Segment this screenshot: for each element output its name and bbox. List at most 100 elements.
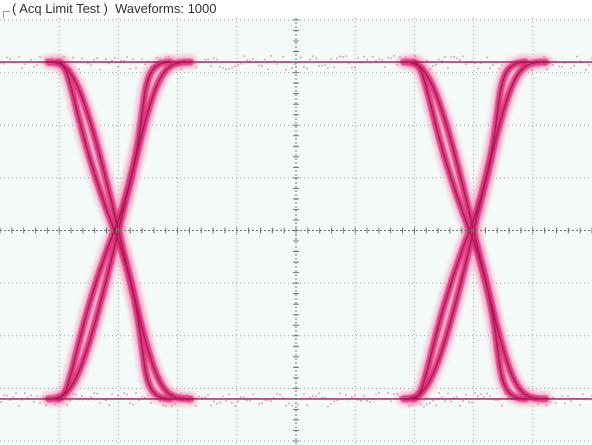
trace-noise-dot (384, 398, 386, 400)
trace-noise-dot (312, 395, 314, 397)
trace-noise-dot (105, 399, 107, 402)
trace-noise-dot (405, 56, 407, 59)
trace-noise-dot (444, 400, 446, 403)
trace-noise-dot (225, 400, 227, 402)
trace-noise-dot (159, 58, 161, 60)
trace-noise-dot (132, 58, 134, 60)
trace-noise-dot (465, 393, 467, 396)
trace-noise-dot (372, 398, 374, 401)
oscilloscope-display[interactable] (0, 18, 592, 445)
trace-noise-dot (285, 404, 287, 407)
trace-noise-dot (519, 396, 521, 399)
trace-noise-dot (237, 64, 239, 66)
trace-noise-dot (48, 64, 50, 67)
trace-noise-dot (348, 398, 350, 401)
trace-noise-dot (246, 59, 248, 62)
trace-noise-dot (60, 57, 62, 60)
trace-noise-dot (381, 59, 383, 61)
trace-noise-dot (393, 55, 395, 57)
trace-noise-dot (243, 55, 245, 57)
trace-noise-dot (549, 401, 551, 403)
trace-noise-dot (357, 399, 359, 401)
trace-noise-dot (201, 396, 203, 399)
waveforms-label: Waveforms: (115, 1, 184, 16)
trace-noise-dot (534, 396, 536, 398)
trace-noise-dot (33, 401, 35, 403)
trace-noise-dot (201, 61, 203, 63)
trace-noise-dot (360, 62, 362, 64)
trace-noise-dot (579, 60, 581, 62)
trace-noise-dot (480, 62, 482, 64)
trace-noise-dot (456, 57, 458, 60)
trace-noise-dot (438, 392, 440, 394)
trace-noise-dot (333, 400, 335, 402)
trace-noise-dot (312, 55, 314, 57)
trace-noise-dot (222, 395, 224, 398)
trace-noise-dot (483, 61, 485, 63)
trace-noise-dot (405, 401, 407, 403)
trace-noise-dot (573, 397, 575, 400)
trace-noise-dot (321, 396, 323, 399)
trace-noise-dot (306, 67, 308, 70)
trace-noise-dot (150, 402, 152, 404)
trace-noise-dot (63, 397, 65, 400)
trace-noise-dot (204, 396, 206, 398)
trace-noise-dot (300, 398, 302, 400)
trace-noise-dot (375, 60, 377, 62)
trace-noise-dot (123, 60, 125, 62)
trace-noise-dot (570, 67, 572, 69)
trace-noise-dot (120, 60, 122, 62)
trace-noise-dot (189, 402, 191, 404)
trace-noise-dot (222, 67, 224, 69)
trace-noise-dot (156, 57, 158, 59)
trace-noise-dot (516, 393, 518, 396)
trace-noise-dot (234, 65, 236, 68)
trace-noise-dot (72, 56, 74, 59)
trace-noise-dot (528, 62, 530, 65)
trace-noise-dot (525, 67, 527, 70)
trace-noise-dot (471, 401, 473, 404)
trace-noise-dot (297, 403, 299, 406)
trace-noise-dot (234, 405, 236, 407)
trace-noise-dot (75, 394, 77, 396)
trace-noise-dot (303, 66, 305, 68)
trace-noise-dot (267, 68, 269, 70)
trace-noise-dot (432, 65, 434, 67)
trace-noise-dot (9, 399, 11, 401)
trace-noise-dot (45, 58, 47, 60)
trace-noise-dot (240, 62, 242, 65)
trace-noise-dot (30, 59, 32, 61)
trace-noise-dot (87, 62, 89, 65)
trace-noise-dot (390, 57, 392, 59)
trace-noise-dot (408, 61, 410, 64)
trace-noise-dot (102, 398, 104, 400)
trace-noise-dot (498, 67, 500, 70)
trace-noise-dot (441, 60, 443, 62)
trace-noise-dot (171, 60, 173, 63)
trace-noise-dot (351, 66, 353, 69)
trace-noise-dot (144, 63, 146, 66)
trace-noise-dot (432, 399, 434, 402)
trace-noise-dot (252, 58, 254, 60)
trace-noise-dot (462, 55, 464, 58)
trace-noise-dot (471, 60, 473, 62)
trace-noise-dot (369, 401, 371, 403)
trace-noise-dot (504, 61, 506, 64)
trace-noise-dot (366, 400, 368, 402)
trace-noise-dot (141, 58, 143, 60)
trace-noise-dot (408, 405, 410, 407)
trace-noise-dot (267, 399, 269, 401)
trace-noise-dot (324, 64, 326, 66)
trace-noise-dot (255, 60, 257, 63)
trace-noise-dot (576, 55, 578, 58)
trace-noise-dot (450, 56, 452, 58)
trace-noise-dot (582, 393, 584, 395)
trace-noise-dot (174, 64, 176, 67)
trace-noise-dot (378, 58, 380, 60)
trace-noise-dot (168, 397, 170, 399)
trace-noise-dot (390, 400, 392, 403)
trace-noise-dot (252, 393, 254, 396)
trace-noise-dot (216, 402, 218, 405)
trace-noise-dot (510, 67, 512, 70)
trace-noise-dot (525, 396, 527, 398)
